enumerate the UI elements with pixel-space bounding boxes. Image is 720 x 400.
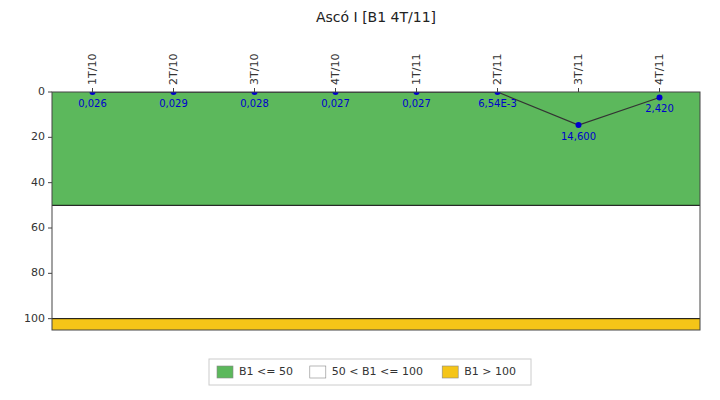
- legend-label: B1 > 100: [464, 365, 516, 378]
- line: [93, 92, 660, 125]
- legend-swatch: [442, 366, 458, 378]
- chart: Ascó I [B1 4T/11] 0,026 0,029 0,028 0,027 0,0…: [0, 0, 720, 400]
- y-tick: [48, 273, 52, 274]
- legend-box: [209, 359, 531, 385]
- x-tick: [335, 88, 336, 92]
- x-tick: [659, 88, 660, 92]
- y-tick-label: 80: [31, 266, 45, 279]
- y-tick-label: 40: [31, 176, 45, 189]
- x-tick: [497, 88, 498, 92]
- x-tick: [254, 88, 255, 92]
- x-tick-label: 2T/10: [167, 54, 180, 85]
- y-tick-label: 100: [24, 312, 45, 325]
- x-tick-label: 4T/11: [653, 54, 666, 85]
- data-label: 0,027: [321, 98, 350, 109]
- y-tick-label: 60: [31, 221, 45, 234]
- zone-band: [52, 319, 700, 330]
- plot-area: [52, 92, 700, 330]
- data-label: 0,026: [78, 98, 107, 109]
- y-tick: [48, 92, 52, 93]
- title: Ascó I [B1 4T/11]: [316, 9, 436, 25]
- data-label: 14,600: [561, 131, 596, 142]
- y-tick-label: 0: [38, 85, 45, 98]
- x-tick: [92, 88, 93, 92]
- data-label: 0,029: [159, 98, 188, 109]
- y-tick: [48, 228, 52, 229]
- legend-label: 50 < B1 <= 100: [332, 365, 423, 378]
- zone-border: [52, 205, 700, 206]
- data-label: 6,54E-3: [478, 98, 517, 109]
- legend: B1 <= 50 50 < B1 <= 100 B1 > 100: [209, 359, 531, 385]
- x-tick-label: 1T/11: [410, 54, 423, 85]
- y-tick: [48, 318, 52, 319]
- point: [576, 122, 582, 128]
- data-label: 0,028: [240, 98, 269, 109]
- zone-border: [52, 318, 700, 319]
- x-tick-label: 3T/11: [572, 54, 585, 85]
- x-tick-label: 1T/10: [86, 54, 99, 85]
- x-tick: [416, 88, 417, 92]
- legend-label: B1 <= 50: [239, 365, 293, 378]
- legend-swatch: [217, 366, 233, 378]
- point: [657, 94, 663, 100]
- legend-swatch: [310, 366, 326, 378]
- y-tick: [48, 182, 52, 183]
- plot-frame: [52, 92, 700, 330]
- zone-band: [52, 92, 700, 205]
- data-label: 2,420: [645, 103, 674, 114]
- zone-band: [52, 205, 700, 318]
- x-tick-label: 3T/10: [248, 54, 261, 85]
- data-label: 0,027: [402, 98, 431, 109]
- x-tick-label: 2T/11: [491, 54, 504, 85]
- x-tick: [578, 88, 579, 92]
- y-tick: [48, 137, 52, 138]
- y-tick-label: 20: [31, 130, 45, 143]
- x-tick-label: 4T/10: [329, 54, 342, 85]
- x-tick: [173, 88, 174, 92]
